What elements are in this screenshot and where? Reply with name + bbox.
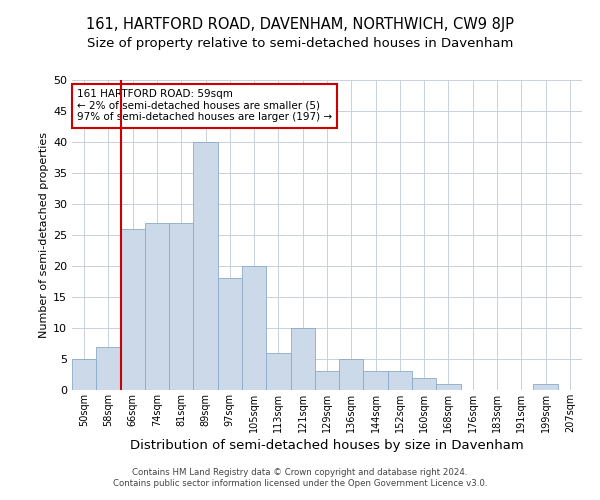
Bar — [242, 266, 266, 390]
Bar — [388, 372, 412, 390]
Bar — [121, 229, 145, 390]
Text: Contains HM Land Registry data © Crown copyright and database right 2024.
Contai: Contains HM Land Registry data © Crown c… — [113, 468, 487, 487]
X-axis label: Distribution of semi-detached houses by size in Davenham: Distribution of semi-detached houses by … — [130, 439, 524, 452]
Bar — [72, 359, 96, 390]
Bar — [218, 278, 242, 390]
Bar — [339, 359, 364, 390]
Bar — [193, 142, 218, 390]
Bar — [145, 222, 169, 390]
Text: Size of property relative to semi-detached houses in Davenham: Size of property relative to semi-detach… — [87, 38, 513, 51]
Bar — [266, 353, 290, 390]
Y-axis label: Number of semi-detached properties: Number of semi-detached properties — [39, 132, 49, 338]
Bar — [533, 384, 558, 390]
Text: 161 HARTFORD ROAD: 59sqm
← 2% of semi-detached houses are smaller (5)
97% of sem: 161 HARTFORD ROAD: 59sqm ← 2% of semi-de… — [77, 90, 332, 122]
Bar — [96, 346, 121, 390]
Bar — [364, 372, 388, 390]
Bar — [412, 378, 436, 390]
Bar — [315, 372, 339, 390]
Bar — [436, 384, 461, 390]
Bar — [169, 222, 193, 390]
Text: 161, HARTFORD ROAD, DAVENHAM, NORTHWICH, CW9 8JP: 161, HARTFORD ROAD, DAVENHAM, NORTHWICH,… — [86, 18, 514, 32]
Bar — [290, 328, 315, 390]
